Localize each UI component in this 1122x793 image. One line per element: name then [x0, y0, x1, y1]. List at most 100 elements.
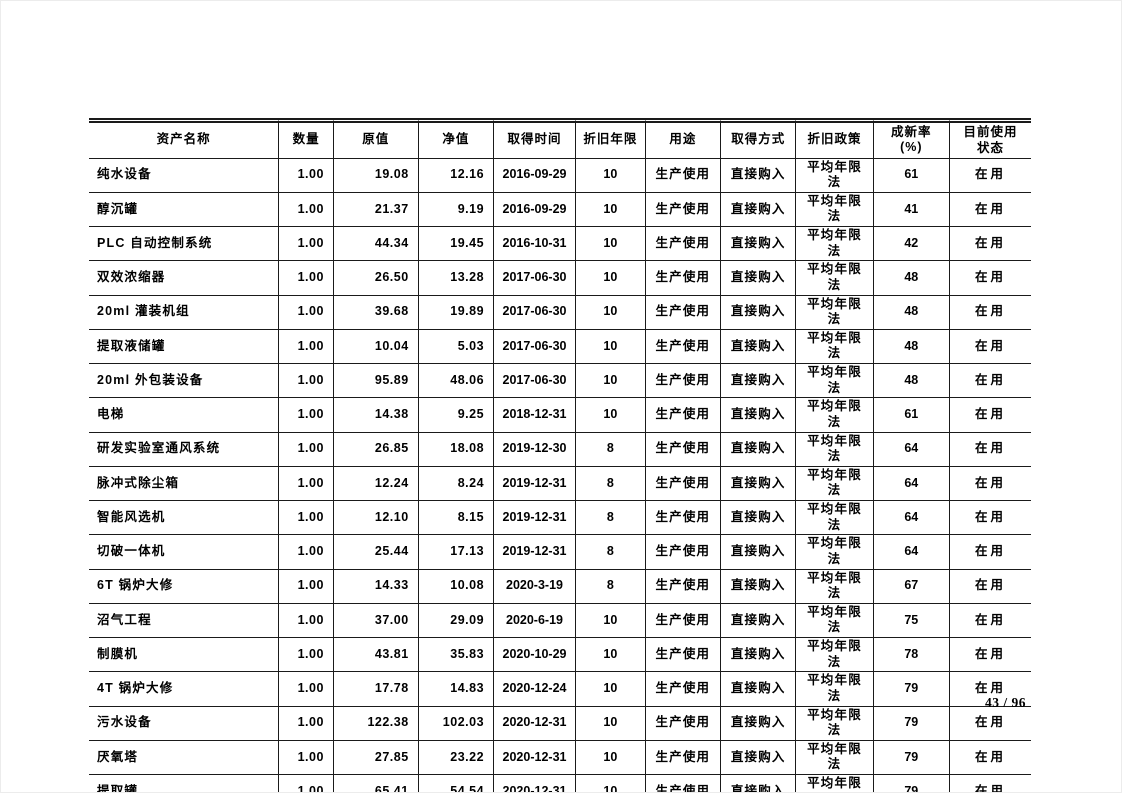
table-cell: 1.00 — [279, 398, 334, 433]
table-cell: 生产使用 — [645, 329, 722, 364]
table-cell: 95.89 — [333, 364, 419, 399]
table-cell: 39.68 — [333, 295, 419, 330]
table-cell: 智能风选机 — [89, 501, 280, 536]
table-cell: 48.06 — [418, 364, 495, 399]
table-cell: 生产使用 — [645, 192, 722, 227]
table-cell: 平均年限法 — [796, 638, 874, 673]
table-row: 沼气工程 1.00 37.00 29.09 2020-6-19 10 生产使用 直接购入 平均年… — [89, 603, 1031, 638]
table-cell: 6T 锅炉大修 — [89, 569, 280, 604]
table-cell: 1.00 — [279, 603, 334, 638]
table-cell: 14.33 — [333, 569, 419, 604]
table-cell: 2020-10-29 — [494, 638, 576, 673]
table-cell: 生产使用 — [645, 706, 722, 741]
table-cell: 10 — [575, 261, 646, 296]
table-cell: 直接购入 — [721, 432, 797, 467]
table-cell: 在用 — [949, 330, 1031, 364]
column-header: 原值 — [333, 118, 419, 159]
table-row: 电梯 1.00 14.38 9.25 2018-12-31 10 生产使用 直接购入 平均年限法… — [89, 398, 1031, 433]
table-cell: 2019-12-30 — [494, 432, 576, 467]
table-cell: 1.00 — [279, 672, 334, 707]
table-header-row: 资产名称 数量 原值 净值 取得时间 折旧年限 用途 取得方式 折旧政策 成新率 (%) 目前使用状… — [89, 118, 1031, 159]
asset-table: 资产名称 数量 原值 净值 取得时间 折旧年限 用途 取得方式 折旧政策 成新率 (%) 目前使用状… — [89, 118, 1031, 792]
table-cell: 10 — [575, 398, 646, 433]
table-cell: 19.08 — [333, 158, 419, 193]
table-cell: 直接购入 — [721, 158, 797, 193]
table-cell: 2020-12-31 — [494, 706, 576, 741]
table-row: 切破一体机 1.00 25.44 17.13 2019-12-31 8 生产使用 直接购入 平均… — [89, 535, 1031, 570]
table-cell: 生产使用 — [645, 638, 722, 673]
table-cell: 在用 — [949, 398, 1031, 433]
table-header: 资产名称 数量 原值 净值 取得时间 折旧年限 用途 取得方式 折旧政策 成新率 (%) 目前使用状… — [89, 118, 1031, 159]
table-cell: 2018-12-31 — [494, 398, 576, 433]
table-cell: 1.00 — [279, 535, 334, 570]
table-cell: 10 — [575, 672, 646, 707]
table-cell: 10 — [575, 227, 646, 262]
table-cell: 在用 — [949, 638, 1031, 673]
table-cell: 生产使用 — [645, 432, 722, 467]
table-cell: 2019-12-31 — [494, 466, 576, 501]
table-cell: PLC 自动控制系统 — [89, 227, 280, 262]
table-cell: 10 — [575, 740, 646, 775]
table-cell: 在用 — [949, 364, 1031, 399]
table-cell: 44.34 — [333, 227, 419, 262]
table-cell: 61 — [873, 398, 950, 433]
table-cell: 2019-12-31 — [494, 501, 576, 536]
table-cell: 1.00 — [279, 638, 334, 673]
table-cell: 在用 — [949, 741, 1031, 775]
table-cell: 17.78 — [333, 672, 419, 707]
table-cell: 10.04 — [333, 329, 419, 364]
table-cell: 1.00 — [279, 569, 334, 604]
table-cell: 20ml 灌装机组 — [89, 295, 280, 330]
table-cell: 4T 锅炉大修 — [89, 672, 280, 707]
table-cell: 17.13 — [418, 535, 495, 570]
table-cell: 平均年限法 — [796, 192, 874, 227]
table-cell: 5.03 — [418, 329, 495, 364]
table-row: 脉冲式除尘箱 1.00 12.24 8.24 2019-12-31 8 生产使用 直接购入 平均… — [89, 466, 1031, 501]
table-cell: 13.28 — [418, 261, 495, 296]
table-row: PLC 自动控制系统 1.00 44.34 19.45 2016-10-31 10 生产使用… — [89, 227, 1031, 262]
table-cell: 平均年限法 — [796, 329, 874, 364]
table-cell: 2020-12-24 — [494, 672, 576, 707]
table-cell: 醇沉罐 — [89, 192, 280, 227]
table-row: 4T 锅炉大修 1.00 17.78 14.83 2020-12-24 10 生产使用 直接购… — [89, 672, 1031, 707]
table-cell: 直接购入 — [721, 638, 797, 673]
table-cell: 在用 — [949, 227, 1031, 262]
table-cell: 1.00 — [279, 295, 334, 330]
table-cell: 122.38 — [333, 706, 419, 741]
table-cell: 2017-06-30 — [494, 364, 576, 399]
table-cell: 脉冲式除尘箱 — [89, 466, 280, 501]
table-cell: 平均年限法 — [796, 740, 874, 775]
table-cell: 直接购入 — [721, 535, 797, 570]
table-cell: 10 — [575, 192, 646, 227]
table-cell: 12.10 — [333, 501, 419, 536]
table-cell: 10 — [575, 329, 646, 364]
table-cell: 直接购入 — [721, 466, 797, 501]
table-cell: 平均年限法 — [796, 775, 874, 792]
table-cell: 生产使用 — [645, 501, 722, 536]
column-header: 资产名称 — [89, 118, 280, 159]
table-cell: 8 — [575, 432, 646, 467]
table-cell: 10 — [575, 706, 646, 741]
table-cell: 厌氧塔 — [89, 740, 280, 775]
column-header: 取得时间 — [494, 118, 576, 159]
table-cell: 生产使用 — [645, 603, 722, 638]
table-cell: 在用 — [949, 296, 1031, 330]
table-cell: 48 — [873, 295, 950, 330]
table-cell: 直接购入 — [721, 603, 797, 638]
table-cell: 79 — [873, 706, 950, 741]
table-cell: 直接购入 — [721, 740, 797, 775]
table-cell: 1.00 — [279, 364, 334, 399]
table-cell: 直接购入 — [721, 569, 797, 604]
table-cell: 79 — [873, 672, 950, 707]
table-cell: 在用 — [949, 467, 1031, 501]
table-cell: 直接购入 — [721, 398, 797, 433]
table-cell: 2020-12-31 — [494, 775, 576, 792]
table-cell: 平均年限法 — [796, 432, 874, 467]
table-row: 6T 锅炉大修 1.00 14.33 10.08 2020-3-19 8 生产使用 直接购入平… — [89, 569, 1031, 604]
table-cell: 79 — [873, 740, 950, 775]
table-cell: 27.85 — [333, 740, 419, 775]
table-cell: 提取罐 — [89, 775, 280, 792]
table-cell: 在用 — [949, 570, 1031, 604]
table-cell: 直接购入 — [721, 227, 797, 262]
table-cell: 生产使用 — [645, 158, 722, 193]
